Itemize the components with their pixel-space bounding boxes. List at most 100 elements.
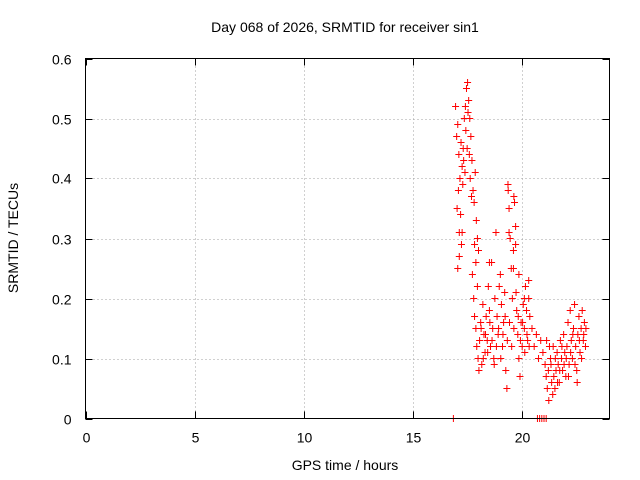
data-point	[520, 295, 528, 302]
data-point	[516, 373, 524, 380]
data-point	[464, 79, 472, 86]
data-point	[468, 157, 476, 164]
data-point	[493, 313, 501, 320]
data-point	[471, 241, 479, 248]
data-point	[499, 343, 507, 350]
data-point	[473, 343, 481, 350]
data-point	[454, 121, 462, 128]
y-tick-label: 0.5	[52, 112, 72, 128]
data-point	[560, 361, 568, 368]
x-tick-label: 0	[83, 430, 91, 446]
data-point	[556, 337, 564, 344]
x-tick-label: 20	[515, 430, 531, 446]
grid-lines	[85, 58, 610, 419]
data-point	[458, 229, 466, 236]
data-point	[468, 193, 476, 200]
data-point	[455, 253, 463, 260]
data-point	[465, 97, 473, 104]
data-point	[477, 319, 485, 326]
data-point	[509, 265, 517, 272]
data-point	[485, 259, 493, 266]
data-point	[490, 355, 498, 362]
data-point	[488, 337, 496, 344]
data-point	[501, 313, 509, 320]
data-point	[457, 211, 465, 218]
tick-labels: 0 5 10 15 20 0 0.1 0.2 0.3 0.4 0.5 0.6	[52, 52, 530, 446]
x-axis-title: GPS time / hours	[292, 457, 399, 473]
data-point	[471, 313, 479, 320]
data-point	[458, 163, 466, 170]
data-point	[496, 271, 504, 278]
data-point	[481, 331, 489, 338]
data-point	[460, 157, 468, 164]
data-point	[468, 271, 476, 278]
data-point	[569, 325, 577, 332]
data-point	[463, 145, 471, 152]
data-points	[449, 79, 590, 422]
data-point	[453, 133, 461, 140]
data-point	[576, 349, 584, 356]
data-point	[469, 187, 477, 194]
data-point	[489, 325, 497, 332]
data-point	[509, 247, 517, 254]
data-point	[568, 355, 576, 362]
data-point	[486, 319, 494, 326]
data-point	[541, 361, 549, 368]
data-point	[512, 241, 520, 248]
data-point	[479, 301, 487, 308]
data-point	[466, 175, 474, 182]
data-point	[475, 367, 483, 374]
data-point	[476, 337, 484, 344]
data-point	[551, 385, 559, 392]
data-point	[472, 259, 480, 266]
data-point	[490, 361, 498, 368]
data-point	[459, 181, 467, 188]
data-point	[530, 343, 538, 350]
data-point	[573, 367, 581, 374]
data-point	[475, 247, 482, 254]
data-point	[519, 319, 527, 326]
data-point	[566, 307, 574, 314]
data-point	[512, 289, 520, 296]
data-point	[504, 187, 512, 194]
data-point	[556, 367, 564, 374]
data-point	[535, 355, 543, 362]
data-point	[581, 343, 589, 350]
data-point	[510, 193, 518, 200]
data-point	[508, 343, 516, 350]
data-point	[495, 325, 503, 332]
data-point	[479, 355, 487, 362]
data-point	[472, 217, 480, 224]
data-point	[465, 151, 473, 158]
data-point	[550, 373, 558, 380]
data-point	[497, 355, 505, 362]
data-point	[492, 343, 500, 350]
data-point	[502, 367, 510, 374]
data-point	[508, 295, 516, 302]
y-tick-label: 0.6	[52, 52, 72, 68]
data-point	[464, 109, 472, 116]
y-tick-label: 0.1	[52, 352, 72, 368]
data-point	[532, 331, 540, 338]
data-point	[575, 313, 583, 320]
data-point	[521, 349, 529, 356]
data-point	[462, 127, 470, 134]
data-point	[518, 343, 526, 350]
data-point	[558, 343, 566, 350]
data-point	[453, 205, 461, 212]
data-point	[457, 139, 465, 146]
data-point	[549, 343, 557, 350]
data-point	[549, 391, 557, 398]
data-point	[505, 229, 513, 236]
data-point	[511, 199, 519, 206]
data-point	[580, 319, 588, 326]
data-point	[513, 307, 521, 314]
data-point	[573, 379, 581, 386]
data-point	[470, 295, 478, 302]
data-point	[499, 331, 507, 338]
x-tick-label: 15	[406, 430, 422, 446]
data-point	[580, 331, 588, 338]
data-point	[548, 379, 556, 386]
data-point	[478, 361, 486, 368]
